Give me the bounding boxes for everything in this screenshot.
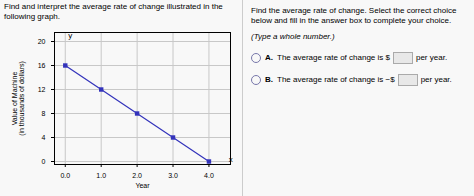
svg-text:16: 16 xyxy=(38,62,46,69)
svg-text:Value of Machine(in thousands: Value of Machine(in thousands of dollars… xyxy=(11,61,26,136)
html-text:per year.: per year. xyxy=(420,75,452,84)
html-text:A.: A. xyxy=(265,53,273,62)
svg-text:12: 12 xyxy=(38,86,46,93)
svg-text:1.0: 1.0 xyxy=(96,172,106,179)
svg-text:4.0: 4.0 xyxy=(204,172,214,179)
svg-text:4: 4 xyxy=(42,134,46,141)
html-text:(Type a whole number.): (Type a whole number.) xyxy=(251,32,335,41)
html-text:B.: B. xyxy=(265,75,273,84)
html-text:The average rate of change is: The average rate of change is $ xyxy=(277,53,390,62)
svg-text:0: 0 xyxy=(42,158,46,165)
html-text:The average rate of change is: The average rate of change is −$ xyxy=(277,75,395,84)
svg-text:y: y xyxy=(68,31,72,40)
svg-text:8: 8 xyxy=(42,110,46,117)
html-text:per year.: per year. xyxy=(416,53,448,62)
svg-text:Year: Year xyxy=(135,182,150,189)
svg-text:0.0: 0.0 xyxy=(60,172,70,179)
svg-text:2.0: 2.0 xyxy=(132,172,142,179)
html-text:Find the average rate of chang: Find the average rate of change. Select … xyxy=(251,6,457,25)
html-text:Find and interpret the average: Find and interpret the average rate of c… xyxy=(4,2,223,21)
svg-text:20: 20 xyxy=(38,38,46,45)
svg-text:x: x xyxy=(229,155,233,164)
svg-text:3.0: 3.0 xyxy=(168,172,178,179)
